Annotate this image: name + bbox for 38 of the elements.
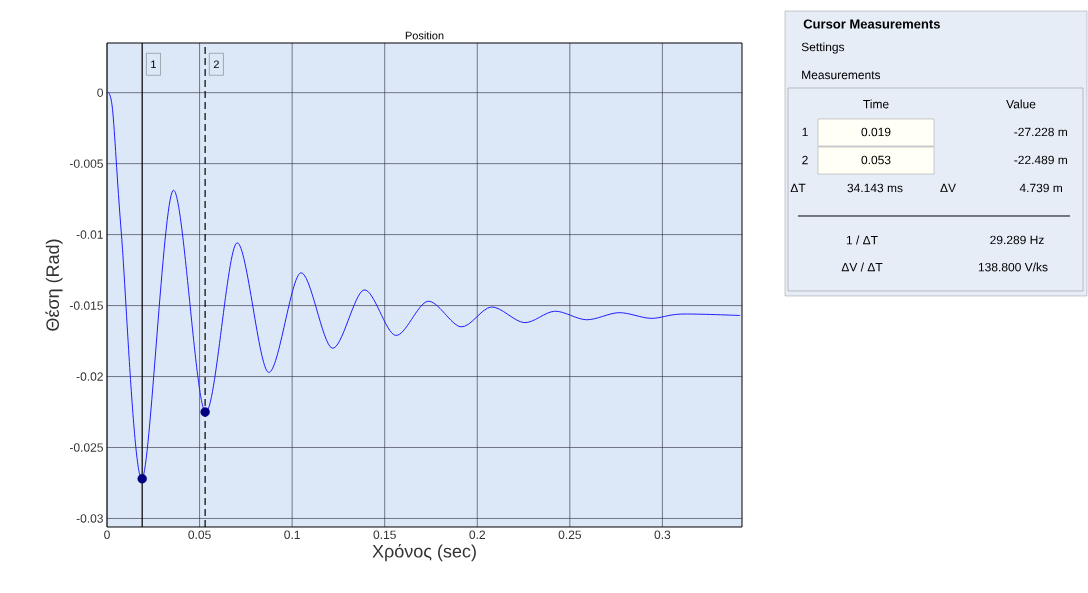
y-tick-label: -0.005 <box>69 159 103 168</box>
x-tick-label: 0.2 <box>469 530 485 540</box>
text: ΔT <box>790 183 806 193</box>
text: 34.143 ms <box>847 183 903 193</box>
y-tick-label: -0.01 <box>76 230 103 239</box>
x-tick-label: 0.1 <box>284 530 300 540</box>
text: 138.800 V/ks <box>978 262 1048 272</box>
text: 29.289 Hz <box>990 235 1044 245</box>
text: 0.053 <box>861 155 891 165</box>
text: 1 <box>802 127 808 137</box>
text: ΔV / ΔT <box>841 262 883 272</box>
text: 4.739 m <box>1019 183 1062 193</box>
x-axis-title: Χρόνος (sec) <box>372 543 476 562</box>
text: Measurements <box>802 70 881 80</box>
x-tick-label: 0.15 <box>373 530 396 540</box>
y-tick-label: -0.03 <box>76 514 103 523</box>
x-tick-label: 0.05 <box>188 530 211 540</box>
text: 2 <box>802 155 808 165</box>
text: 1 / ΔT <box>846 235 878 245</box>
annotation: 1 <box>151 60 156 69</box>
y-tick-label: -0.02 <box>76 372 103 381</box>
text: Time <box>863 99 889 109</box>
text: 0.019 <box>861 127 891 137</box>
text: Cursor Measurements <box>803 19 940 29</box>
x-tick-label: 0.25 <box>558 530 581 540</box>
x-tick-label: 0.3 <box>654 530 671 540</box>
text: Settings <box>801 42 845 54</box>
y-tick-label: -0.025 <box>69 443 103 452</box>
text: -27.228 m <box>1014 127 1067 137</box>
chart-title: Position <box>405 31 444 40</box>
y-tick-label: -0.015 <box>69 301 103 310</box>
annotation: 2 <box>213 60 219 69</box>
y-tick-label: 0 <box>97 88 104 97</box>
text: ΔV <box>940 183 956 193</box>
x-tick-label: 0 <box>104 530 110 540</box>
text: -22.489 m <box>1014 155 1067 165</box>
y-axis-title: Θέση (Rad) <box>45 239 63 331</box>
text: Value <box>1006 99 1036 109</box>
